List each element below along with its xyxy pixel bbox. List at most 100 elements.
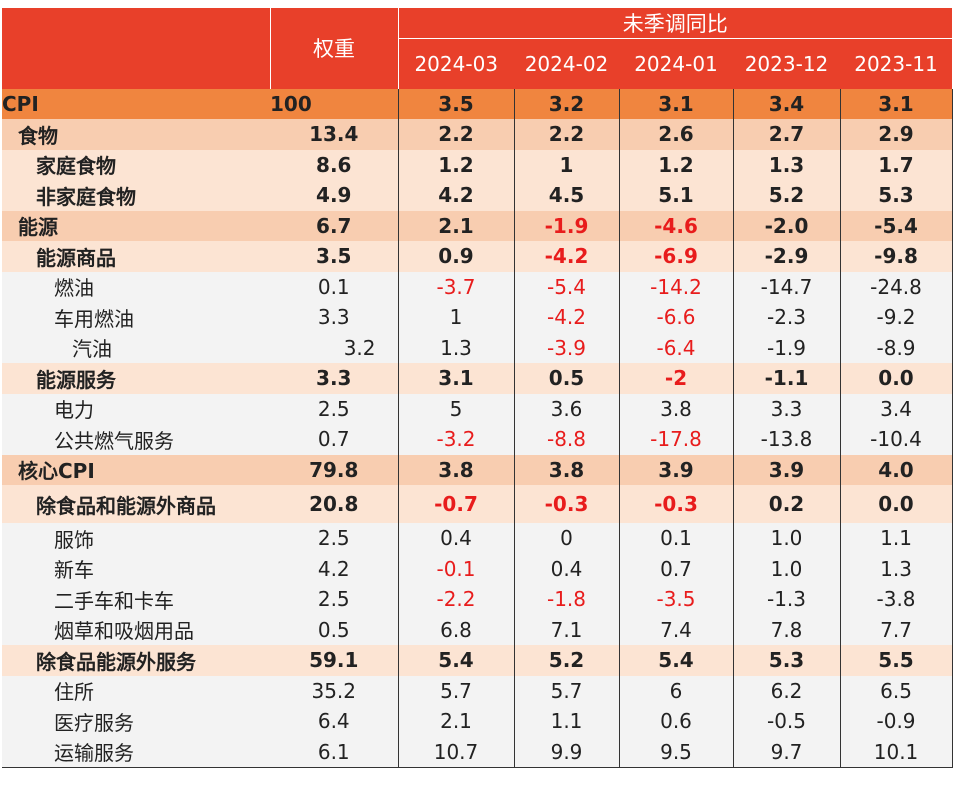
yoy-value-cell: -3.7 <box>398 271 515 302</box>
yoy-value-cell: -2.9 <box>733 241 841 272</box>
yoy-value-cell: -9.2 <box>840 302 953 333</box>
yoy-value-cell: 2.7 <box>733 119 841 150</box>
yoy-value-cell: 4.5 <box>514 180 620 211</box>
table-row: 除食品能源外服务 59.1 5.4 5.2 5.4 5.3 5.5 <box>2 645 953 676</box>
yoy-value-cell: 0.0 <box>840 363 953 394</box>
row-label: 服饰 <box>54 527 94 552</box>
table-row: 食物 13.4 2.2 2.2 2.6 2.7 2.9 <box>2 119 953 150</box>
table-row: 电力 2.5 5 3.6 3.8 3.3 3.4 <box>2 393 953 424</box>
yoy-value-cell: 1.0 <box>733 553 841 584</box>
yoy-value-cell: 0.5 <box>514 363 620 394</box>
yoy-value-cell: -4.2 <box>514 302 620 333</box>
yoy-value-cell: -6.6 <box>619 302 734 333</box>
yoy-value-cell: 1.3 <box>840 553 953 584</box>
yoy-value-cell: 3.9 <box>619 454 734 485</box>
row-label: 食物 <box>18 123 58 148</box>
yoy-value-cell: -2.3 <box>733 302 841 333</box>
yoy-value-cell: 3.2 <box>514 88 620 119</box>
table-row: 服饰 2.5 0.4 0 0.1 1.0 1.1 <box>2 523 953 554</box>
row-label: 二手车和卡车 <box>54 588 174 613</box>
row-label: 新车 <box>54 558 94 583</box>
yoy-value-cell: -10.4 <box>840 424 953 455</box>
yoy-value-cell: 4.2 <box>398 180 515 211</box>
yoy-value-cell: 6.2 <box>733 675 841 706</box>
yoy-value-cell: 3.1 <box>840 88 953 119</box>
yoy-value-cell: 0.4 <box>398 523 515 554</box>
yoy-value-cell: 5.3 <box>840 180 953 211</box>
yoy-value-cell: 1 <box>398 302 515 333</box>
date-header: 2023-12 <box>744 51 829 76</box>
yoy-value-cell: 2.2 <box>514 119 620 150</box>
yoy-value-cell: 0 <box>514 523 620 554</box>
weight-cell: 2.5 <box>270 523 399 554</box>
yoy-value-cell: -3.9 <box>514 332 620 363</box>
yoy-value-cell: -5.4 <box>840 210 953 241</box>
yoy-value-cell: -1.3 <box>733 584 841 615</box>
row-label: 汽油 <box>72 337 112 362</box>
yoy-value-cell: 1.2 <box>398 149 515 180</box>
yoy-value-cell: 3.4 <box>840 393 953 424</box>
yoy-value-cell: 9.5 <box>619 736 734 768</box>
yoy-value-cell: 4.0 <box>840 454 953 485</box>
yoy-value-cell: 3.3 <box>733 393 841 424</box>
yoy-value-cell: -0.3 <box>619 485 734 523</box>
yoy-value-cell: -1.1 <box>733 363 841 394</box>
yoy-value-cell: -0.7 <box>398 485 515 523</box>
weight-cell: 2.5 <box>270 584 399 615</box>
yoy-value-cell: 0.0 <box>840 485 953 523</box>
yoy-value-cell: 3.8 <box>514 454 620 485</box>
yoy-value-cell: 3.6 <box>514 393 620 424</box>
yoy-value-cell: 1.0 <box>733 523 841 554</box>
yoy-value-cell: 5.7 <box>398 675 515 706</box>
yoy-value-cell: 6.8 <box>398 614 515 645</box>
yoy-value-cell: 5.5 <box>840 645 953 676</box>
row-label: 能源商品 <box>36 245 116 270</box>
yoy-value-cell: -1.9 <box>514 210 620 241</box>
weight-cell: 3.3 <box>270 302 399 333</box>
yoy-value-cell: 1.3 <box>398 332 515 363</box>
yoy-value-cell: 7.8 <box>733 614 841 645</box>
weight-cell: 4.2 <box>270 553 399 584</box>
yoy-value-cell: 3.1 <box>398 363 515 394</box>
yoy-value-cell: -9.8 <box>840 241 953 272</box>
row-label: 家庭食物 <box>36 154 116 179</box>
yoy-value-cell: -17.8 <box>619 424 734 455</box>
row-label: 燃油 <box>54 276 94 301</box>
yoy-value-cell: 3.8 <box>619 393 734 424</box>
table-row: 家庭食物 8.6 1.2 1 1.2 1.3 1.7 <box>2 149 953 180</box>
yoy-value-cell: 1.1 <box>514 706 620 737</box>
weight-cell: 3.2 <box>270 332 399 363</box>
table-row: 能源服务 3.3 3.1 0.5 -2 -1.1 0.0 <box>2 363 953 394</box>
yoy-value-cell: 5 <box>398 393 515 424</box>
yoy-value-cell: -5.4 <box>514 271 620 302</box>
yoy-value-cell: 10.1 <box>840 736 953 768</box>
yoy-value-cell: -2.2 <box>398 584 515 615</box>
table-row: 公共燃气服务 0.7 -3.2 -8.8 -17.8 -13.8 -10.4 <box>2 424 953 455</box>
yoy-value-cell: 2.1 <box>398 210 515 241</box>
yoy-value-cell: 3.4 <box>733 88 841 119</box>
yoy-value-cell: 0.6 <box>619 706 734 737</box>
yoy-value-cell: 0.7 <box>619 553 734 584</box>
yoy-value-cell: 3.9 <box>733 454 841 485</box>
yoy-value-cell: -8.9 <box>840 332 953 363</box>
row-label: 除食品和能源外商品 <box>36 493 216 518</box>
yoy-value-cell: -3.2 <box>398 424 515 455</box>
header-row-top: 权重 未季调同比 <box>2 8 953 89</box>
table-row: 二手车和卡车 2.5 -2.2 -1.8 -3.5 -1.3 -3.8 <box>2 584 953 615</box>
row-label: 住所 <box>54 680 94 705</box>
yoy-value-cell: 5.3 <box>733 645 841 676</box>
row-label: 非家庭食物 <box>36 184 136 209</box>
table-row: 非家庭食物 4.9 4.2 4.5 5.1 5.2 5.3 <box>2 180 953 211</box>
yoy-value-cell: -8.8 <box>514 424 620 455</box>
header-label-blank <box>2 8 271 89</box>
row-label: 车用燃油 <box>54 306 134 331</box>
table-row: 运输服务 6.1 10.7 9.9 9.5 9.7 10.1 <box>2 736 953 768</box>
yoy-value-cell: 6 <box>619 675 734 706</box>
yoy-value-cell: 5.2 <box>514 645 620 676</box>
weight-cell: 3.5 <box>270 241 399 272</box>
yoy-value-cell: -3.5 <box>619 584 734 615</box>
yoy-value-cell: 2.9 <box>840 119 953 150</box>
row-label: 核心CPI <box>18 459 95 484</box>
weight-cell: 4.9 <box>270 180 399 211</box>
weight-cell: 20.8 <box>270 485 399 523</box>
